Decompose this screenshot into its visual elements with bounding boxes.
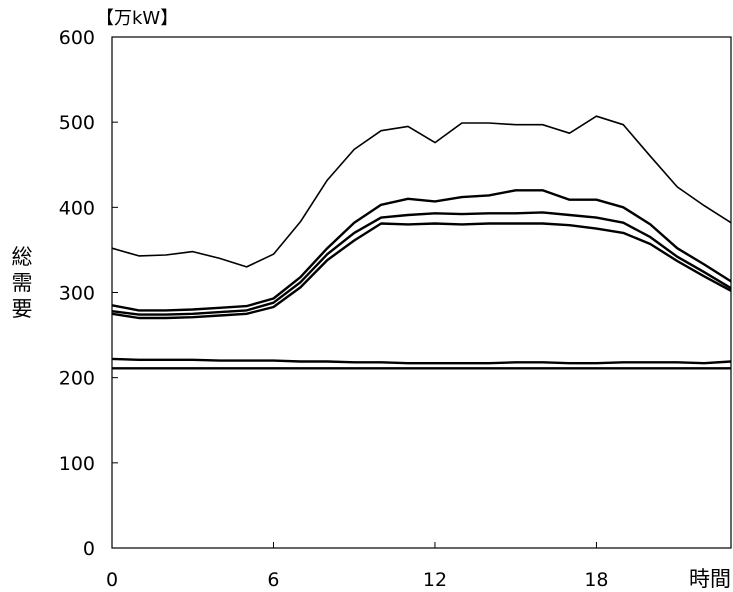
x-tick-label: 18 bbox=[584, 569, 608, 591]
x-axis-title: 時間 bbox=[689, 567, 731, 591]
series-line-1 bbox=[111, 115, 732, 268]
y-tick-label: 0 bbox=[83, 538, 95, 560]
y-axis-title-char: 要 bbox=[12, 297, 33, 321]
series-layer bbox=[111, 115, 732, 370]
series-line-3 bbox=[111, 211, 732, 316]
y-tick-label: 500 bbox=[59, 112, 95, 134]
y-axis-title: 総需要 bbox=[12, 245, 33, 321]
y-unit-label: 【万kW】 bbox=[96, 8, 178, 29]
y-axis-title-char: 需 bbox=[12, 271, 33, 295]
y-tick-label: 600 bbox=[59, 27, 95, 49]
y-tick-label: 300 bbox=[59, 283, 95, 305]
tick-layer: 0 100 200 300 400 500 600 0 6 12 18 bbox=[59, 27, 609, 591]
series-line-4 bbox=[111, 222, 732, 320]
series-line-5 bbox=[111, 357, 732, 365]
x-tick-label: 6 bbox=[267, 569, 279, 591]
x-tick-label: 12 bbox=[423, 569, 447, 591]
x-tick-label: 0 bbox=[106, 569, 118, 591]
y-tick-label: 100 bbox=[59, 453, 95, 475]
y-tick-label: 200 bbox=[59, 368, 95, 390]
series-line-2 bbox=[111, 189, 732, 312]
y-axis-title-char: 総 bbox=[12, 245, 33, 269]
y-tick-label: 400 bbox=[59, 197, 95, 219]
